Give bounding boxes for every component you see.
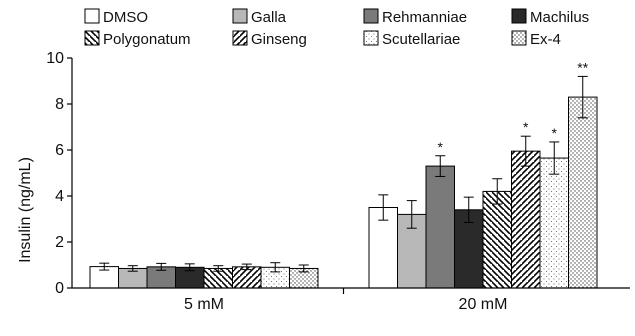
x-category-label: 5 mM <box>184 296 224 313</box>
significance-marker: * <box>552 125 558 141</box>
error-bar <box>378 194 389 221</box>
legend: DMSO Galla Rehmanniae Machilus Polygonatum Gi… <box>84 8 589 48</box>
legend-swatch <box>511 8 527 24</box>
error-bar <box>520 135 531 167</box>
y-tick-label: 4 <box>55 188 64 205</box>
legend-swatch <box>84 8 100 24</box>
y-tick-label: 10 <box>46 50 64 67</box>
bar-polygonatum-20mm <box>482 190 512 289</box>
error-bars <box>99 75 588 273</box>
error-bar <box>463 196 474 223</box>
legend-swatch <box>232 8 248 24</box>
y-tick-label: 8 <box>55 96 64 113</box>
legend-item-galla: Galla <box>232 8 287 26</box>
legend-label: Scutellariae <box>382 31 460 48</box>
error-bar <box>99 262 110 271</box>
bar-ex-4-20mm <box>568 96 598 289</box>
error-bar <box>577 75 588 119</box>
bars <box>89 96 598 289</box>
significance-markers: ** *** <box>438 59 589 154</box>
error-bar <box>270 262 281 273</box>
bar-dmso-20mm <box>368 207 398 289</box>
significance-marker: * <box>438 139 444 155</box>
legend-swatch <box>232 30 248 46</box>
significance-marker: * <box>523 119 529 135</box>
error-bar <box>298 264 309 273</box>
y-tick-label: 2 <box>55 234 64 251</box>
legend-label: Ex-4 <box>530 31 561 48</box>
error-bar <box>241 263 252 271</box>
legend-swatch <box>511 30 527 46</box>
bar-scutellariae-20mm <box>539 157 569 289</box>
legend-item-machilus: Machilus <box>511 8 589 26</box>
legend-label: Ginseng <box>251 31 307 48</box>
x-category-label: 20 mM <box>459 296 508 313</box>
legend-item-scutellariae: Scutellariae <box>363 30 460 48</box>
legend-item-dmso: DMSO <box>84 8 148 26</box>
y-axis-title: Insulin (ng/mL) <box>17 157 34 263</box>
error-bar <box>549 141 560 175</box>
legend-label: Galla <box>251 9 287 26</box>
legend-label: Polygonatum <box>103 31 191 48</box>
error-bar <box>213 265 224 272</box>
error-bar <box>156 262 167 271</box>
legend-swatch <box>84 30 100 46</box>
error-bar <box>435 155 446 177</box>
legend-item-ginseng: Ginseng <box>232 30 307 48</box>
legend-swatch <box>363 30 379 46</box>
bar-rehmanniae-20mm <box>425 165 455 289</box>
legend-label: Rehmanniae <box>382 9 467 26</box>
bar-ginseng-20mm <box>511 150 541 289</box>
error-bar <box>127 265 138 272</box>
legend-label: DMSO <box>103 9 148 26</box>
y-tick-label: 6 <box>55 142 64 159</box>
legend-label: Machilus <box>530 9 589 26</box>
error-bar <box>492 178 503 205</box>
legend-item-rehmanniae: Rehmanniae <box>363 8 467 26</box>
significance-marker: ** <box>577 59 588 75</box>
legend-item-ex-4: Ex-4 <box>511 30 561 48</box>
axes: 0 2 4 6 8 10 5 mM 20 mM <box>46 50 630 313</box>
error-bar <box>406 200 417 229</box>
legend-swatch <box>363 8 379 24</box>
error-bar <box>184 263 195 272</box>
legend-item-polygonatum: Polygonatum <box>84 30 191 48</box>
y-tick-label: 0 <box>55 280 64 297</box>
